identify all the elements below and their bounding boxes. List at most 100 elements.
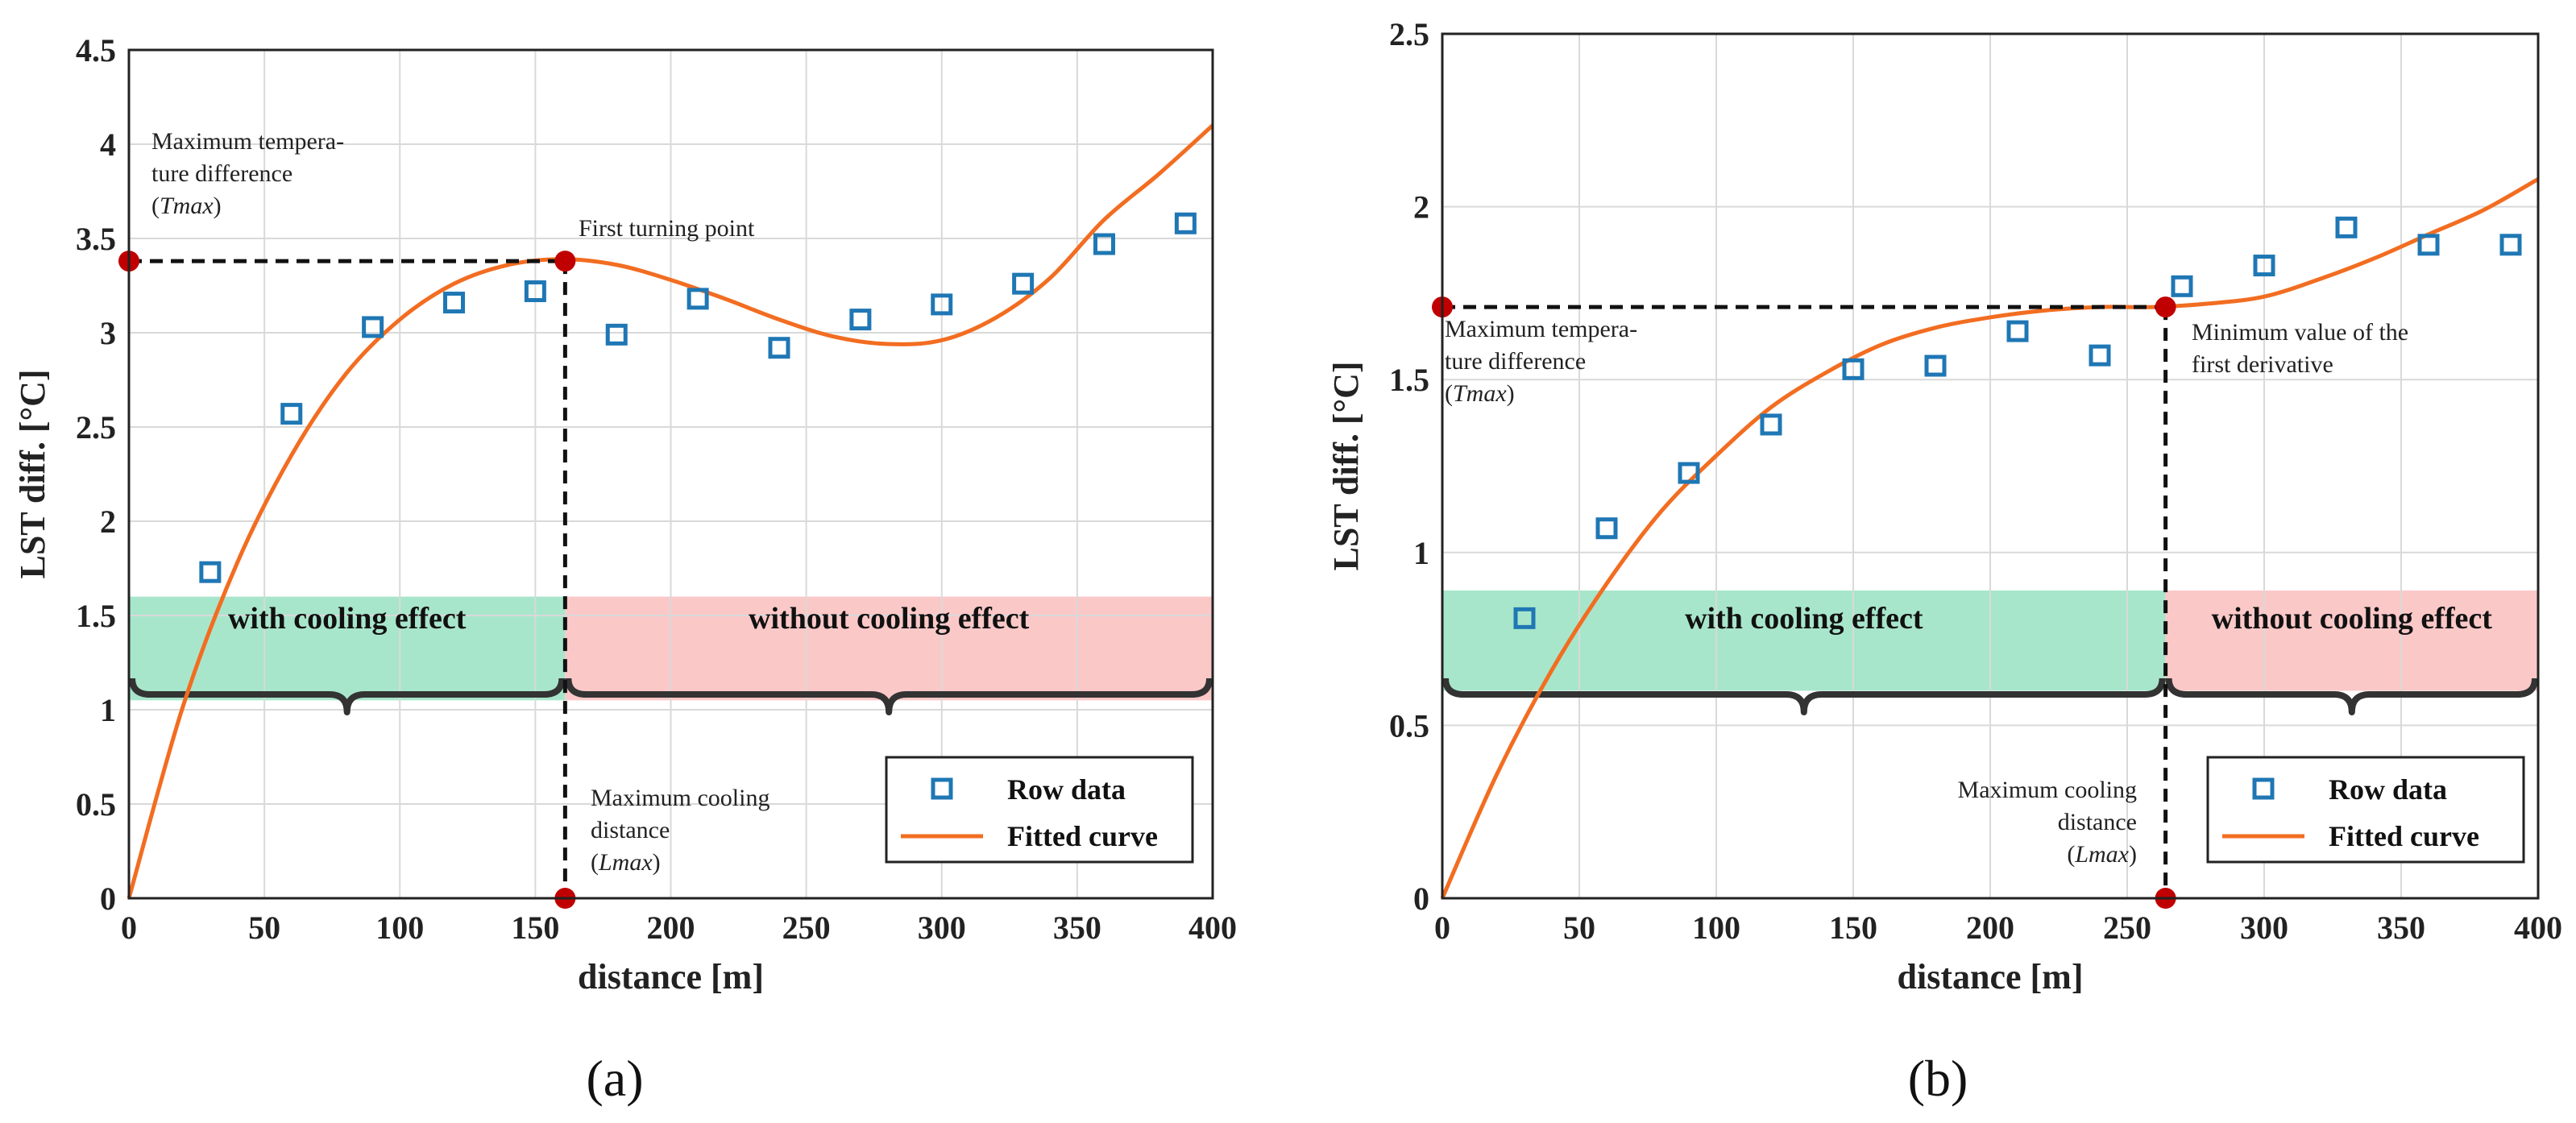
legend-marker-row-data xyxy=(931,777,953,800)
region-label-with-cooling: with cooling effect xyxy=(1685,602,1923,636)
x-tick-label: 400 xyxy=(1188,910,1237,946)
tmax-annotation-line: (Tmax) xyxy=(1445,380,1515,407)
data-point xyxy=(1678,462,1700,484)
x-tick-label: 350 xyxy=(2377,910,2425,946)
y-tick-label: 4.5 xyxy=(76,32,116,68)
legend-label-row-data: Row data xyxy=(1007,773,1126,806)
legend-label-row-data: Row data xyxy=(2329,773,2447,806)
y-tick-label: 0 xyxy=(1413,881,1429,917)
lmax-annotation-line: (Lmax) xyxy=(591,849,661,876)
region-label-without-cooling: without cooling effect xyxy=(749,602,1030,636)
data-point xyxy=(849,309,872,331)
brace xyxy=(565,678,1213,715)
region-without-cooling xyxy=(565,596,1213,701)
data-point xyxy=(2335,216,2358,238)
x-tick-label: 150 xyxy=(1829,910,1877,946)
brace xyxy=(1442,678,2166,715)
x-tick-label: 50 xyxy=(248,910,280,946)
tmax-annotation-line: Maximum tempera- xyxy=(151,128,344,155)
data-point xyxy=(931,293,953,316)
data-point xyxy=(524,280,546,303)
y-tick-label: 3 xyxy=(100,315,116,351)
turning-annotation-line: first derivative xyxy=(2192,351,2333,378)
chart-panel-b: with cooling effect without cooling effec… xyxy=(1326,16,2562,997)
turning-point xyxy=(2155,296,2176,318)
x-tick-label: 250 xyxy=(782,910,831,946)
y-tick-label: 2.5 xyxy=(1389,16,1429,52)
x-tick-label: 0 xyxy=(1434,910,1450,946)
x-tick-label: 100 xyxy=(1692,910,1740,946)
tmax-annotation-line: ture difference xyxy=(151,160,292,187)
x-tick-label: 300 xyxy=(2240,910,2288,946)
x-axis-label: distance [m] xyxy=(578,957,764,997)
data-point xyxy=(1174,212,1197,234)
data-point xyxy=(1760,413,1782,436)
data-point xyxy=(687,288,709,310)
data-point xyxy=(605,323,628,346)
legend-box xyxy=(2206,756,2525,864)
panel-label: (b) xyxy=(1908,1050,1968,1107)
legend-marker-row-data xyxy=(2252,777,2275,800)
lmax-annotation-line: distance xyxy=(591,817,670,843)
y-tick-label: 4 xyxy=(100,126,116,163)
x-tick-label: 100 xyxy=(375,910,424,946)
fitted-curve-line xyxy=(1440,177,2540,900)
data-point xyxy=(1012,272,1035,295)
panel-label: (a) xyxy=(586,1050,643,1107)
turning-annotation-line: Minimum value of the xyxy=(2192,319,2408,346)
data-point xyxy=(1924,354,1947,377)
fitted-curve-line xyxy=(127,123,1214,899)
y-axis-label: LST diff. [°C] xyxy=(13,369,52,578)
turning-annotation-line: First turning point xyxy=(579,215,755,242)
lmax-annotation-line: (Lmax) xyxy=(2067,841,2137,868)
region-without-cooling xyxy=(2165,591,2538,691)
turning-point xyxy=(554,251,576,272)
data-point xyxy=(2171,275,2193,297)
brace xyxy=(2165,678,2538,715)
chart-panel-a: with cooling effect without cooling effec… xyxy=(13,32,1237,997)
x-tick-label: 50 xyxy=(1563,910,1595,946)
region-label-with-cooling: with cooling effect xyxy=(228,602,467,636)
tmax-annotation-line: (Tmax) xyxy=(151,193,222,219)
data-point xyxy=(1093,233,1115,255)
lmax-annotation-line: distance xyxy=(2058,809,2137,835)
region-with-cooling xyxy=(1442,591,2166,691)
axes-frame xyxy=(127,48,1214,900)
brace xyxy=(129,678,566,715)
y-tick-label: 1.5 xyxy=(1389,362,1429,398)
y-tick-label: 1.5 xyxy=(76,598,116,634)
x-tick-label: 150 xyxy=(511,910,559,946)
data-point xyxy=(2417,234,2440,256)
data-point xyxy=(2499,234,2522,256)
y-tick-label: 2 xyxy=(100,503,116,540)
y-tick-label: 0.5 xyxy=(1389,707,1429,744)
y-tick-label: 2.5 xyxy=(76,409,116,445)
data-point xyxy=(280,403,303,425)
data-point xyxy=(2253,255,2275,277)
y-tick-label: 2 xyxy=(1413,189,1429,226)
y-axis-label: LST diff. [°C] xyxy=(1326,361,1366,570)
y-tick-label: 1 xyxy=(100,692,116,728)
legend-label-fitted-curve: Fitted curve xyxy=(1007,820,1158,852)
y-tick-label: 3.5 xyxy=(76,221,116,257)
lmax-annotation-line: Maximum cooling xyxy=(591,785,769,811)
data-point xyxy=(443,292,465,314)
axes-frame xyxy=(1441,32,2540,900)
data-point xyxy=(1595,517,1618,540)
x-tick-label: 350 xyxy=(1053,910,1101,946)
data-point xyxy=(362,316,384,338)
data-point xyxy=(2089,344,2111,367)
region-label-without-cooling: without cooling effect xyxy=(2212,602,2493,636)
data-point xyxy=(2006,320,2029,342)
x-tick-label: 400 xyxy=(2514,910,2562,946)
x-tick-label: 0 xyxy=(121,910,137,946)
x-tick-label: 200 xyxy=(647,910,695,946)
tmax-annotation-line: Maximum tempera- xyxy=(1445,316,1637,342)
legend-box xyxy=(885,756,1194,864)
x-axis-label: distance [m] xyxy=(1898,957,2084,997)
x-tick-label: 200 xyxy=(1966,910,2014,946)
data-point xyxy=(1842,358,1865,380)
y-tick-label: 0.5 xyxy=(76,786,116,823)
legend-label-fitted-curve: Fitted curve xyxy=(2329,820,2479,852)
